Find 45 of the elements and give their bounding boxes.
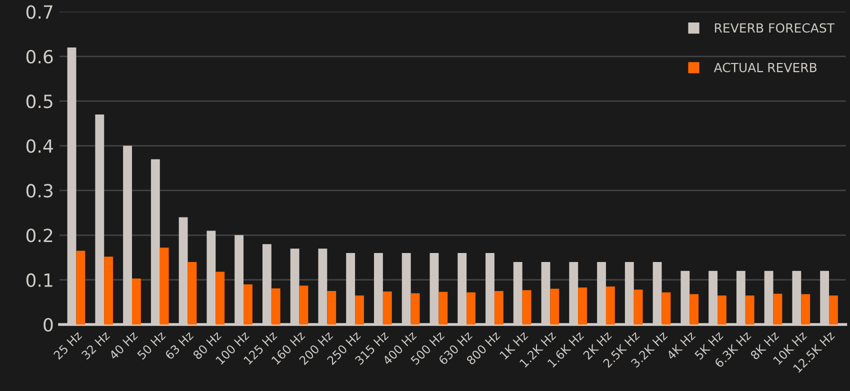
- bar: [690, 294, 699, 325]
- bar: [522, 290, 532, 325]
- x-tick-label: 1K Hz: [499, 330, 528, 360]
- x-tick-label: 32 Hz: [80, 330, 110, 360]
- x-tick-label: 50 Hz: [136, 330, 166, 360]
- x-tick-label: 63 Hz: [164, 330, 194, 360]
- bar: [188, 262, 197, 325]
- bar: [717, 295, 726, 325]
- bar: [160, 248, 169, 325]
- y-tick-label: 0.2: [26, 228, 52, 242]
- bar: [466, 292, 476, 325]
- bar: [773, 294, 782, 325]
- bar: [494, 291, 504, 325]
- bar: [76, 250, 86, 325]
- bar: [299, 286, 308, 325]
- bar: [244, 284, 252, 325]
- y-tick-label: 0.4: [26, 139, 53, 153]
- y-tick-label: 0: [44, 318, 53, 332]
- x-tick-label: 25 Hz: [53, 330, 82, 360]
- bar: [216, 272, 225, 325]
- bar: [327, 291, 336, 325]
- legend-label: REVERB FORECAST: [714, 23, 835, 33]
- bar: [382, 291, 392, 325]
- bar: [578, 287, 588, 325]
- legend-label: ACTUAL REVERB: [714, 62, 817, 72]
- y-tick-label: 0.7: [26, 5, 52, 19]
- bar: [438, 292, 448, 325]
- y-tick-label: 0.3: [26, 184, 52, 198]
- bar: [745, 295, 754, 325]
- bar: [355, 295, 364, 325]
- bar: [662, 292, 671, 325]
- y-tick-label: 0.5: [26, 94, 52, 108]
- bar: [550, 288, 560, 325]
- y-tick-label: 0.1: [26, 273, 52, 287]
- bar: [271, 288, 280, 325]
- x-tick-label: 4K Hz: [666, 330, 696, 360]
- bar: [801, 294, 810, 325]
- y-tick-label: 0.6: [26, 50, 53, 64]
- bar: [104, 256, 114, 325]
- bar: [132, 278, 141, 325]
- bar: [606, 286, 615, 325]
- bar: [829, 295, 838, 325]
- bar: [634, 290, 643, 325]
- bar: [410, 293, 420, 325]
- x-tick-label: 40 Hz: [108, 330, 138, 360]
